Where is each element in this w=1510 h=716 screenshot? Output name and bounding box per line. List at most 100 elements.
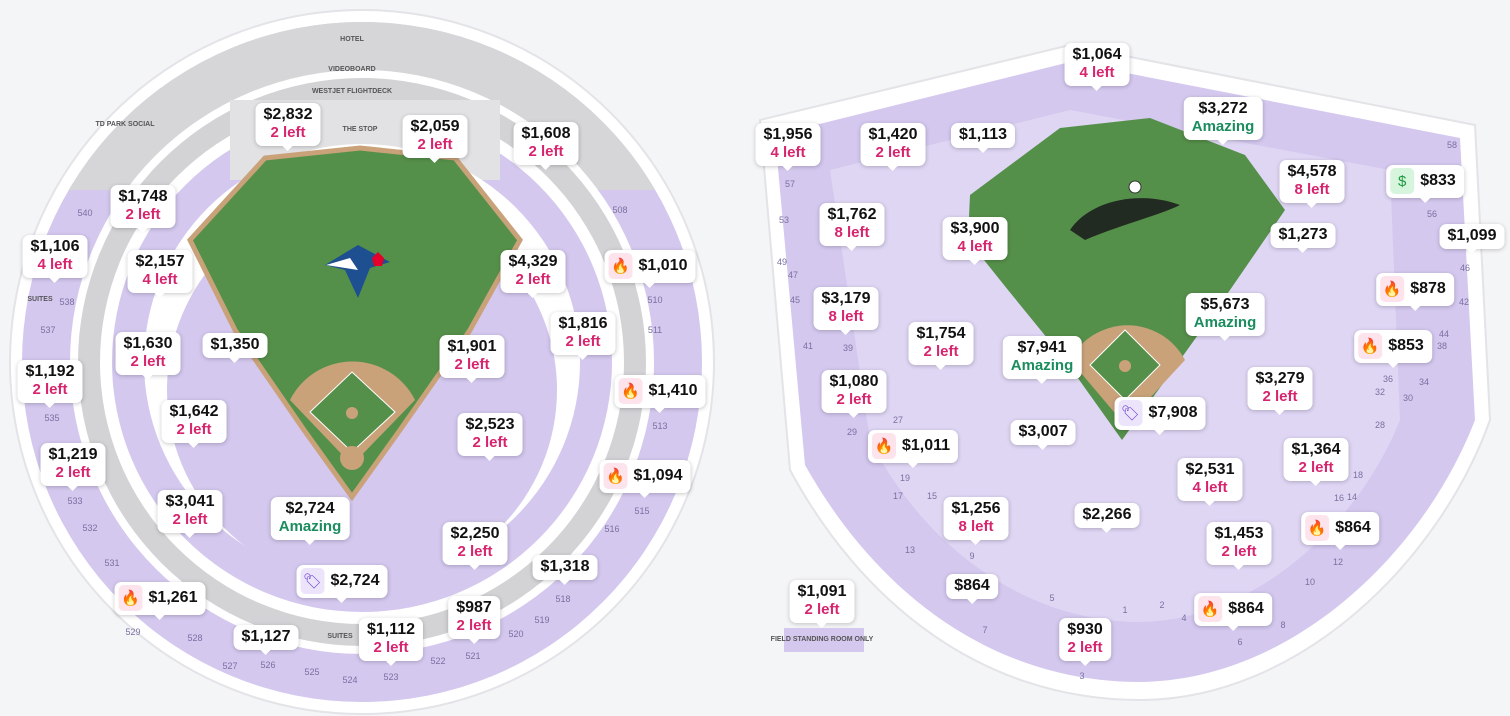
listing-price-pin[interactable]: $1,754 2 left <box>908 322 974 370</box>
listing-price-pin[interactable]: $2,531 4 left <box>1177 458 1243 506</box>
listing-price-pin[interactable]: $3,900 4 left <box>942 217 1008 265</box>
section-526[interactable]: 526 <box>260 660 276 670</box>
section-47[interactable]: 47 <box>787 270 799 280</box>
listing-price-pin[interactable]: $987 2 left <box>448 596 500 644</box>
listing-price-pin[interactable]: $1,762 8 left <box>819 203 885 251</box>
listing-price-pin[interactable]: 🔥 $864 <box>1301 512 1379 550</box>
section-18[interactable]: 18 <box>1352 470 1364 480</box>
section-531[interactable]: 531 <box>104 558 120 568</box>
section-13[interactable]: 13 <box>904 545 916 555</box>
section-5[interactable]: 5 <box>1049 593 1055 603</box>
section-16[interactable]: 16 <box>1333 493 1345 503</box>
section-19[interactable]: 19 <box>899 473 911 483</box>
listing-price-pin[interactable]: $1,350 <box>202 333 268 363</box>
listing-price-pin[interactable]: $2,523 2 left <box>457 413 523 461</box>
listing-price-pin[interactable]: $5,673 Amazing <box>1185 293 1265 341</box>
listing-price-pin[interactable]: $2,059 2 left <box>402 115 468 163</box>
section-14[interactable]: 14 <box>1346 492 1358 502</box>
section-528[interactable]: 528 <box>187 633 203 643</box>
listing-price-pin[interactable]: $1,113 <box>950 123 1016 153</box>
section-39[interactable]: 39 <box>842 343 854 353</box>
listing-price-pin[interactable]: $3,179 8 left <box>813 287 879 335</box>
section-521[interactable]: 521 <box>465 651 481 661</box>
listing-price-pin[interactable]: $4,329 2 left <box>500 250 566 298</box>
listing-price-pin[interactable]: $2,832 2 left <box>255 103 321 151</box>
section-522[interactable]: 522 <box>430 656 446 666</box>
listing-price-pin[interactable]: $1,127 <box>233 625 299 655</box>
section-510[interactable]: 510 <box>647 295 663 305</box>
listing-price-pin[interactable]: $1,106 4 left <box>22 235 88 283</box>
section-29[interactable]: 29 <box>846 427 858 437</box>
listing-price-pin[interactable]: $1,219 2 left <box>40 443 106 491</box>
section-535[interactable]: 535 <box>44 413 60 423</box>
section-10[interactable]: 10 <box>1304 577 1316 587</box>
section-36[interactable]: 36 <box>1382 374 1394 384</box>
listing-price-pin[interactable]: 🔥 $878 <box>1376 273 1454 311</box>
section-3[interactable]: 3 <box>1079 671 1085 681</box>
listing-price-pin[interactable]: 🔥 $864 <box>1194 593 1272 631</box>
listing-price-pin[interactable]: $1,192 2 left <box>17 360 83 408</box>
listing-price-pin[interactable]: 🔥 $1,011 <box>867 430 959 468</box>
listing-price-pin[interactable]: $2,724 Amazing <box>270 497 350 545</box>
section-515[interactable]: 515 <box>634 506 650 516</box>
listing-price-pin[interactable]: $1,256 8 left <box>943 497 1009 545</box>
section-53[interactable]: 53 <box>778 215 790 225</box>
section-34[interactable]: 34 <box>1418 377 1430 387</box>
listing-price-pin[interactable]: $1,080 2 left <box>821 370 887 418</box>
listing-price-pin[interactable]: $4,578 8 left <box>1279 160 1345 208</box>
section-15[interactable]: 15 <box>926 491 938 501</box>
section-529[interactable]: 529 <box>125 627 141 637</box>
section-518[interactable]: 518 <box>555 594 571 604</box>
section-520[interactable]: 520 <box>508 629 524 639</box>
section-8[interactable]: 8 <box>1280 620 1286 630</box>
section-28[interactable]: 28 <box>1374 420 1386 430</box>
section-44[interactable]: 44 <box>1438 329 1450 339</box>
listing-price-pin[interactable]: $3,279 2 left <box>1247 367 1313 415</box>
listing-price-pin[interactable]: $1,099 <box>1439 224 1505 254</box>
section-30[interactable]: 30 <box>1402 393 1414 403</box>
listing-price-pin[interactable]: $864 <box>946 574 998 604</box>
section-4[interactable]: 4 <box>1181 613 1187 623</box>
section-17[interactable]: 17 <box>892 491 904 501</box>
listing-price-pin[interactable]: $1,318 <box>532 555 598 585</box>
section-1[interactable]: 1 <box>1122 605 1128 615</box>
section-519[interactable]: 519 <box>534 615 550 625</box>
section-523[interactable]: 523 <box>383 672 399 682</box>
section-32[interactable]: 32 <box>1374 387 1386 397</box>
listing-price-pin[interactable]: $3,272 Amazing <box>1183 97 1263 145</box>
section-7[interactable]: 7 <box>982 625 988 635</box>
section-57[interactable]: 57 <box>784 179 796 189</box>
listing-price-pin[interactable]: 🏷 $7,908 <box>1114 397 1206 435</box>
field-standing-room[interactable] <box>784 628 864 652</box>
listing-price-pin[interactable]: $1,112 2 left <box>358 618 424 666</box>
section-6[interactable]: 6 <box>1237 637 1243 647</box>
section-42[interactable]: 42 <box>1458 297 1470 307</box>
section-49[interactable]: 49 <box>776 257 788 267</box>
section-532[interactable]: 532 <box>82 523 98 533</box>
listing-price-pin[interactable]: $7,941 Amazing <box>1002 336 1082 384</box>
listing-price-pin[interactable]: $1,064 4 left <box>1064 43 1130 91</box>
section-537[interactable]: 537 <box>40 325 56 335</box>
listing-price-pin[interactable]: $1,816 2 left <box>550 312 616 360</box>
listing-price-pin[interactable]: 🔥 $1,410 <box>614 375 706 413</box>
listing-price-pin[interactable]: 🔥 $1,010 <box>604 250 696 288</box>
listing-price-pin[interactable]: $2,250 2 left <box>442 522 508 570</box>
listing-price-pin[interactable]: $930 2 left <box>1059 618 1111 666</box>
listing-price-pin[interactable]: 🔥 $853 <box>1354 330 1432 368</box>
section-511[interactable]: 511 <box>647 325 663 335</box>
section-27[interactable]: 27 <box>892 415 904 425</box>
section-508[interactable]: 508 <box>612 205 628 215</box>
listing-price-pin[interactable]: $1,956 4 left <box>755 123 821 171</box>
section-12[interactable]: 12 <box>1332 557 1344 567</box>
section-516[interactable]: 516 <box>604 524 620 534</box>
listing-price-pin[interactable]: $1,901 2 left <box>439 335 505 383</box>
listing-price-pin[interactable]: $1,453 2 left <box>1206 522 1272 570</box>
section-58[interactable]: 58 <box>1446 140 1458 150</box>
listing-price-pin[interactable]: $1,748 2 left <box>110 185 176 233</box>
listing-price-pin[interactable]: $1,091 2 left <box>789 580 855 628</box>
listing-price-pin[interactable]: $1,273 <box>1270 223 1336 253</box>
section-525[interactable]: 525 <box>304 667 320 677</box>
section-513[interactable]: 513 <box>652 421 668 431</box>
section-540[interactable]: 540 <box>77 208 93 218</box>
listing-price-pin[interactable]: $2,157 4 left <box>127 250 193 298</box>
